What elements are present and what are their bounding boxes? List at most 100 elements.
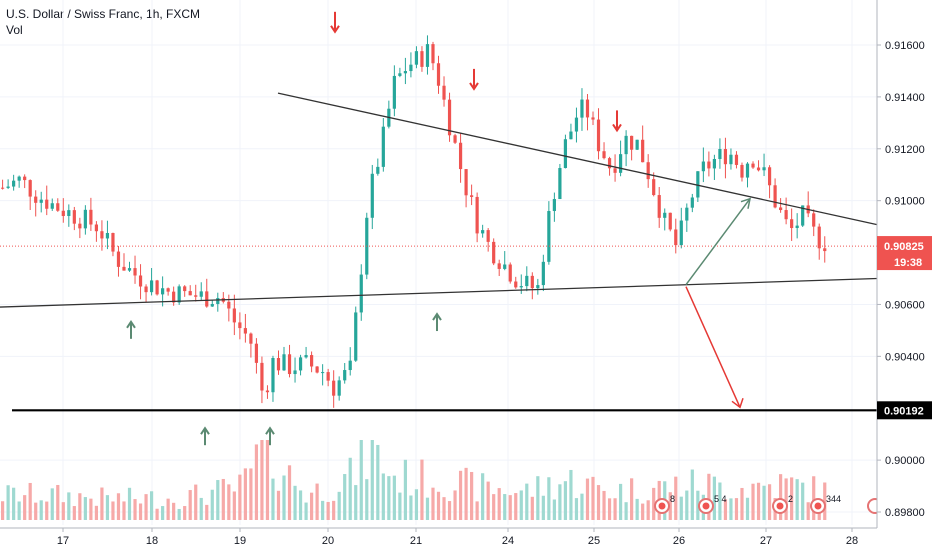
candle-body bbox=[442, 85, 446, 100]
candle-body bbox=[723, 148, 728, 165]
candle-body bbox=[508, 264, 512, 282]
volume-bar bbox=[183, 506, 187, 520]
candle-body bbox=[481, 230, 485, 234]
volume-bar bbox=[127, 487, 132, 520]
candle-body bbox=[574, 117, 579, 132]
candle-body bbox=[525, 275, 529, 287]
volume-bar bbox=[674, 476, 678, 520]
down-arrow-head bbox=[330, 25, 340, 34]
candle-body bbox=[133, 268, 137, 276]
time-tick-label: 18 bbox=[146, 535, 158, 547]
candle-body bbox=[585, 99, 590, 118]
candle-body bbox=[205, 291, 209, 307]
price-tick-label: 0.90400 bbox=[885, 351, 925, 363]
volume-bar bbox=[767, 484, 772, 520]
volume-bar bbox=[690, 469, 694, 520]
volume-bar bbox=[216, 480, 220, 520]
volume-bar bbox=[762, 485, 766, 520]
volume-bar bbox=[105, 495, 110, 520]
calendar-event-dot bbox=[702, 502, 710, 510]
volume-bar bbox=[779, 474, 783, 520]
candle-body bbox=[817, 226, 821, 249]
candle-body bbox=[34, 196, 38, 203]
volume-bar bbox=[607, 498, 612, 520]
candle-body bbox=[607, 158, 612, 169]
volume-bar bbox=[718, 482, 722, 520]
candle-body bbox=[646, 162, 650, 180]
volume-bar bbox=[591, 476, 595, 520]
time-tick-label: 26 bbox=[673, 535, 685, 547]
candle-body bbox=[337, 380, 341, 396]
volume-bar bbox=[298, 490, 303, 520]
volume-bar bbox=[144, 494, 148, 520]
candle-body bbox=[497, 263, 501, 269]
candle-body bbox=[580, 99, 584, 118]
current-price-tag bbox=[877, 236, 932, 271]
candle-body bbox=[282, 354, 286, 371]
volume-bar bbox=[745, 497, 750, 520]
volume-bar bbox=[525, 483, 529, 520]
volume-bar bbox=[420, 459, 424, 520]
candle-body bbox=[569, 131, 573, 140]
candle-body bbox=[790, 219, 794, 229]
candle-body bbox=[552, 199, 556, 212]
volume-bar bbox=[453, 490, 457, 520]
volume-bar bbox=[563, 481, 568, 520]
time-tick-label: 25 bbox=[588, 535, 600, 547]
candle-body bbox=[624, 135, 628, 155]
candle-body bbox=[23, 176, 27, 181]
candle-body bbox=[83, 209, 87, 229]
candle-body bbox=[144, 286, 148, 293]
volume-bar bbox=[585, 478, 590, 520]
volume-bar bbox=[56, 484, 60, 520]
candle-body bbox=[602, 151, 606, 159]
candle-body bbox=[343, 370, 347, 381]
candle-body bbox=[530, 275, 534, 289]
volume-bar bbox=[712, 476, 716, 520]
candle-body bbox=[332, 380, 336, 396]
volume-bar bbox=[89, 498, 93, 520]
volume-bar bbox=[812, 476, 816, 520]
volume-bar bbox=[155, 508, 159, 520]
volume-bar bbox=[72, 506, 76, 520]
candle-body bbox=[354, 312, 358, 361]
down-arrow-head bbox=[469, 82, 479, 91]
volume-bar bbox=[458, 470, 463, 520]
time-tick-label: 20 bbox=[322, 535, 334, 547]
candle-body bbox=[707, 161, 711, 169]
volume-bar bbox=[78, 493, 82, 520]
volume-bar bbox=[569, 469, 573, 520]
up-arrow-head bbox=[432, 312, 442, 321]
volume-bar bbox=[227, 484, 231, 520]
candle-body bbox=[823, 248, 827, 252]
volume-bar bbox=[304, 502, 308, 520]
volume-bar bbox=[596, 485, 601, 520]
candle-body bbox=[558, 168, 562, 200]
volume-bar bbox=[94, 505, 99, 520]
volume-bar bbox=[414, 489, 419, 520]
candle-body bbox=[155, 280, 159, 295]
up-arrow-head bbox=[200, 426, 210, 435]
price-tick-label: 0.90600 bbox=[885, 299, 925, 311]
volume-label: Vol bbox=[6, 23, 23, 37]
volume-bar bbox=[100, 487, 104, 520]
candle-body bbox=[183, 286, 187, 292]
volume-bar bbox=[28, 482, 32, 520]
candle-body bbox=[321, 372, 325, 374]
candle-body bbox=[238, 322, 242, 329]
candle-body bbox=[50, 203, 54, 209]
volume-bar bbox=[387, 476, 391, 520]
candle-body bbox=[734, 154, 739, 165]
candle-body bbox=[210, 303, 214, 307]
volume-bar bbox=[326, 501, 330, 520]
volume-bar bbox=[45, 501, 49, 520]
volume-bar bbox=[734, 498, 739, 520]
volume-bar bbox=[238, 474, 242, 520]
time-tick-label: 19 bbox=[234, 535, 246, 547]
candle-body bbox=[696, 171, 700, 198]
volume-bar bbox=[249, 468, 253, 520]
volume-bar bbox=[801, 482, 805, 520]
candle-body bbox=[287, 354, 292, 375]
volume-bar bbox=[221, 478, 225, 520]
